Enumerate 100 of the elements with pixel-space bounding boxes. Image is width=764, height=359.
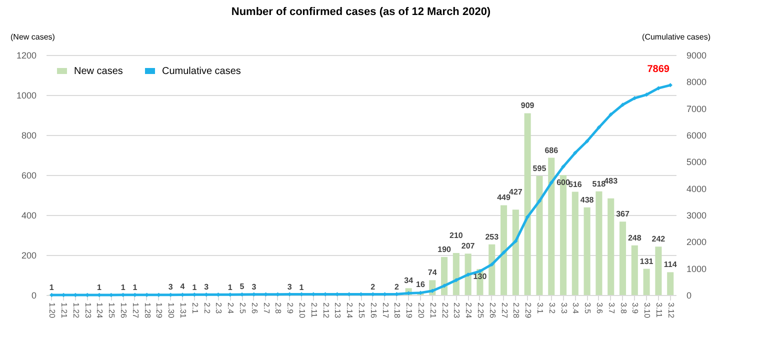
x-tick-label: 1.22 <box>71 302 80 319</box>
data-label: 34 <box>404 276 414 286</box>
x-tick-label: 3.2 <box>547 302 556 314</box>
y2-tick-label: 9000 <box>686 50 707 60</box>
legend-label: New cases <box>74 66 123 77</box>
x-tick-label: 3.9 <box>630 302 640 314</box>
data-label: 518 <box>592 179 606 188</box>
y-axis-title: (New cases) <box>10 32 56 42</box>
y2-tick-label: 4000 <box>686 184 707 194</box>
data-label: 3 <box>168 282 174 292</box>
x-tick-label: 2.1 <box>190 302 200 314</box>
y-tick-label: 1200 <box>16 50 36 60</box>
data-label: 131 <box>640 256 654 266</box>
data-label: 449 <box>497 193 511 202</box>
data-label: 16 <box>416 280 426 289</box>
x-tick-label: 1.28 <box>142 302 152 319</box>
data-label: 1 <box>120 282 126 292</box>
chart-title: Number of confirmed cases (as of 12 March 2020) <box>231 6 491 18</box>
y2-tick-label: 1000 <box>686 264 707 274</box>
x-tick-label: 2.21 <box>428 302 438 319</box>
x-tick-label: 2.11 <box>309 302 318 318</box>
x-tick-label: 2.4 <box>226 302 236 314</box>
x-tick-label: 2.23 <box>452 302 462 319</box>
x-tick-label: 2.25 <box>476 302 485 319</box>
x-tick-label: 1.20 <box>48 302 57 319</box>
x-tick-label: 3.11 <box>654 302 664 318</box>
x-tick-label: 3.10 <box>642 302 652 319</box>
y2-tick-label: 7000 <box>686 104 707 114</box>
x-tick-label: 2.9 <box>286 302 295 314</box>
x-tick-label: 2.19 <box>404 302 414 319</box>
x-tick-label: 2.18 <box>392 302 402 319</box>
y-tick-label: 0 <box>31 290 36 300</box>
x-tick-label: 2.7 <box>262 302 271 314</box>
y2-tick-label: 6000 <box>686 130 707 140</box>
y-tick-label: 1000 <box>16 90 36 100</box>
data-label: 516 <box>568 180 582 189</box>
y-tick-label: 800 <box>21 130 36 140</box>
x-tick-label: 2.3 <box>214 302 224 314</box>
x-tick-label: 2.20 <box>416 302 426 319</box>
x-tick-label: 1.24 <box>95 302 104 319</box>
x-tick-label: 3.5 <box>583 302 592 314</box>
data-label: 1 <box>132 282 138 292</box>
data-label: 909 <box>520 101 535 110</box>
data-label: 3 <box>252 282 257 292</box>
x-tick-label: 3.3 <box>559 302 568 314</box>
data-label: 2 <box>394 282 400 292</box>
x-tick-label: 1.27 <box>130 302 140 319</box>
data-label: 1 <box>49 282 54 292</box>
data-label: 2 <box>370 282 376 292</box>
x-tick-label: 3.4 <box>571 302 580 314</box>
y2-tick-label: 0 <box>686 290 692 300</box>
y2-tick-label: 3000 <box>686 210 707 220</box>
data-label: 367 <box>616 210 630 219</box>
x-tick-label: 2.2 <box>202 302 212 314</box>
y-tick-label: 400 <box>21 210 36 220</box>
data-label: 210 <box>450 231 464 240</box>
y2-axis-title: (Cumulative cases) <box>642 32 711 42</box>
y2-tick-label: 2000 <box>686 237 707 248</box>
data-label: 3 <box>204 282 210 292</box>
x-tick-label: 1.26 <box>119 302 128 319</box>
x-tick-label: 2.26 <box>488 302 497 319</box>
y2-tick-label: 8000 <box>686 77 707 88</box>
data-label: 114 <box>664 260 678 270</box>
x-tick-label: 2.5 <box>238 302 248 314</box>
x-tick-label: 2.12 <box>321 302 330 319</box>
x-tick-label: 2.22 <box>440 302 450 319</box>
x-tick-label: 3.12 <box>666 302 676 319</box>
data-label: 483 <box>604 176 618 186</box>
x-tick-label: 2.14 <box>345 302 354 319</box>
x-tick-label: 2.27 <box>500 302 509 319</box>
data-label: 1 <box>228 282 233 292</box>
data-label: 686 <box>544 146 559 155</box>
data-label: 190 <box>438 245 452 254</box>
x-tick-label: 1.25 <box>107 302 116 319</box>
x-tick-label: 2.15 <box>357 302 366 319</box>
data-label: 248 <box>628 233 642 242</box>
data-label: 4 <box>180 282 186 292</box>
x-tick-label: 2.10 <box>298 302 307 319</box>
x-tick-label: 2.28 <box>512 302 521 319</box>
data-label: 427 <box>508 188 523 197</box>
x-tick-label: 3.6 <box>594 302 604 314</box>
x-tick-label: 3.1 <box>535 302 544 314</box>
x-tick-label: 1.29 <box>154 302 164 319</box>
data-label: 3 <box>287 282 292 292</box>
x-tick-label: 1.21 <box>60 302 69 319</box>
data-label: 242 <box>652 234 666 244</box>
data-label: 7869 <box>647 64 670 76</box>
x-tick-label: 2.29 <box>524 302 533 319</box>
legend-label: Cumulative cases <box>162 66 241 77</box>
data-label: 130 <box>473 272 488 281</box>
x-tick-label: 2.13 <box>333 302 342 319</box>
data-label: 595 <box>532 164 547 173</box>
x-tick-label: 1.23 <box>83 302 92 319</box>
data-label: 74 <box>428 268 438 278</box>
data-label: 5 <box>240 282 245 291</box>
y2-tick-label: 5000 <box>686 157 707 168</box>
x-tick-label: 2.17 <box>380 302 390 319</box>
x-tick-label: 2.16 <box>368 302 378 319</box>
x-tick-label: 3.7 <box>606 302 616 314</box>
data-label: 1 <box>299 282 304 292</box>
